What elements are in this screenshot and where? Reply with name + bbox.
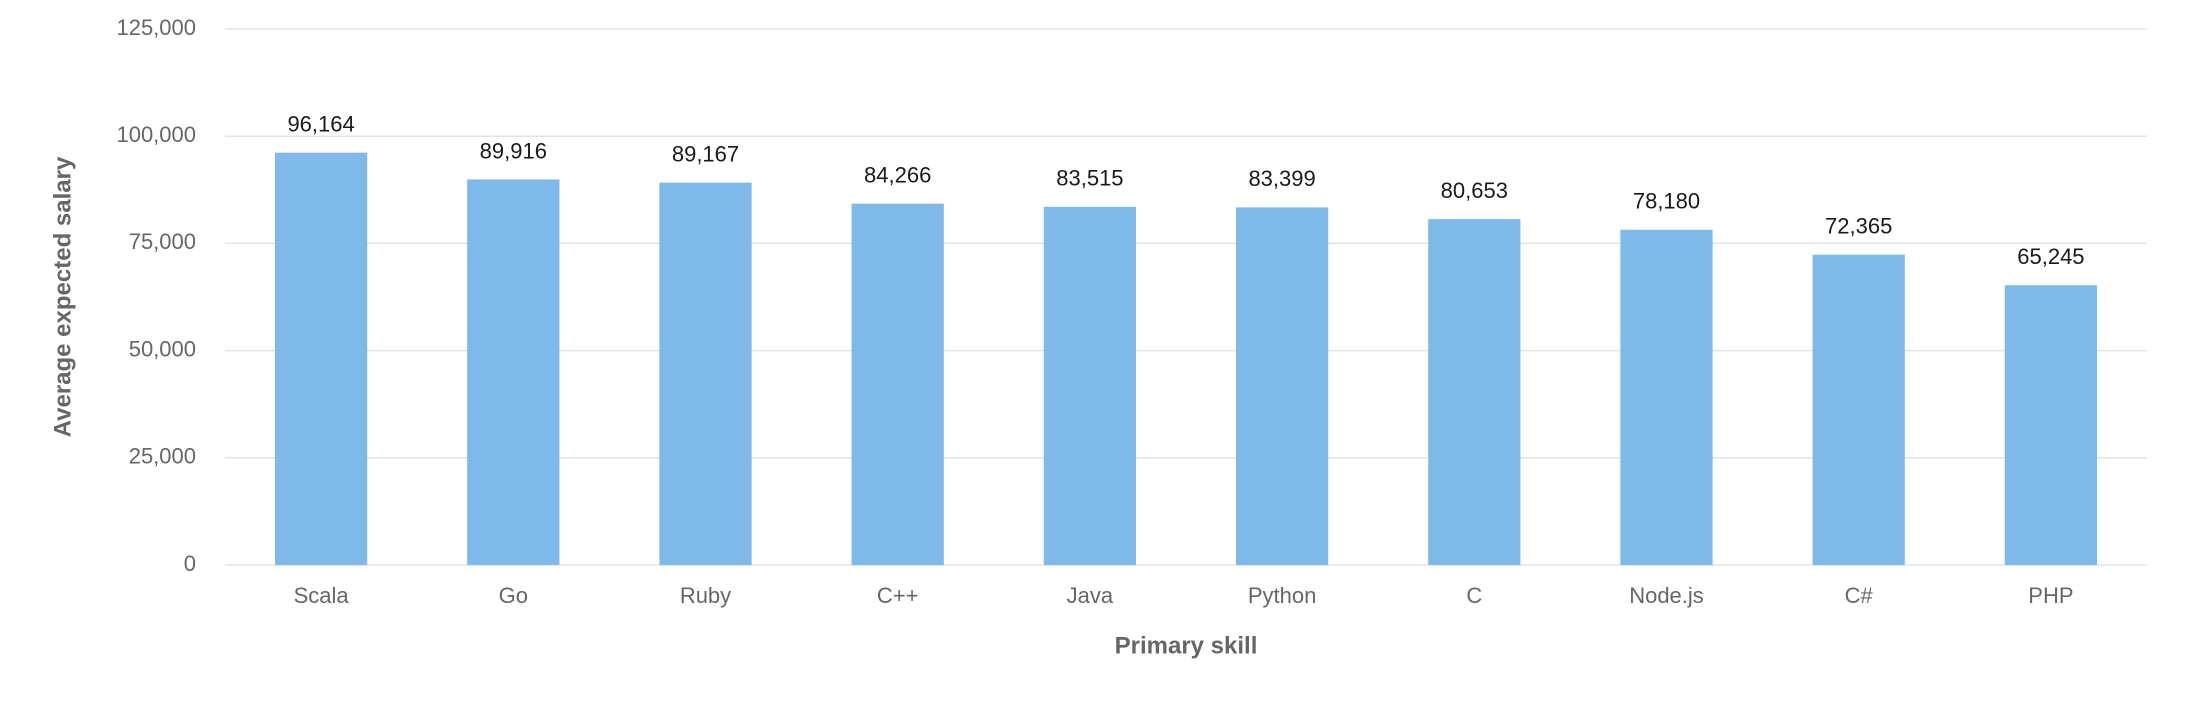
y-axis-title: Average expected salary [49, 156, 76, 437]
x-tick-label: Scala [294, 583, 350, 608]
value-label: 89,167 [672, 141, 739, 166]
value-label: 80,653 [1441, 178, 1508, 203]
value-label: 96,164 [287, 111, 354, 136]
x-tick-label: C++ [877, 583, 919, 608]
y-tick-label: 50,000 [129, 336, 196, 361]
x-tick-label: PHP [2028, 583, 2073, 608]
value-label: 72,365 [1825, 214, 1892, 239]
x-tick-label: Go [499, 583, 528, 608]
value-label: 83,399 [1248, 166, 1315, 191]
y-tick-label: 75,000 [129, 229, 196, 254]
value-label: 84,266 [864, 162, 931, 187]
bar [2004, 285, 2098, 565]
bar [274, 152, 368, 565]
value-label: 83,515 [1056, 166, 1123, 191]
value-label: 89,916 [480, 138, 547, 163]
bar [1043, 206, 1137, 565]
y-tick-label: 100,000 [116, 122, 196, 147]
x-tick-label: Python [1248, 583, 1317, 608]
y-tick-label: 25,000 [129, 444, 196, 469]
bar [1428, 219, 1521, 565]
value-label: 65,245 [2017, 244, 2084, 269]
x-tick-label: Java [1067, 583, 1114, 608]
y-tick-label: 0 [184, 551, 196, 576]
x-tick-label: C# [1845, 583, 1874, 608]
x-tick-label: Ruby [680, 583, 731, 608]
value-label: 78,180 [1633, 189, 1700, 214]
bar [1235, 207, 1329, 566]
bar [659, 182, 752, 565]
bar [851, 203, 944, 565]
x-tick-label: Node.js [1629, 583, 1704, 608]
y-tick-label: 125,000 [116, 15, 196, 40]
x-axis-title: Primary skill [1115, 632, 1258, 659]
bar [467, 179, 560, 565]
bar [1812, 254, 1905, 565]
bar [1620, 229, 1713, 565]
x-tick-label: C [1466, 583, 1482, 608]
